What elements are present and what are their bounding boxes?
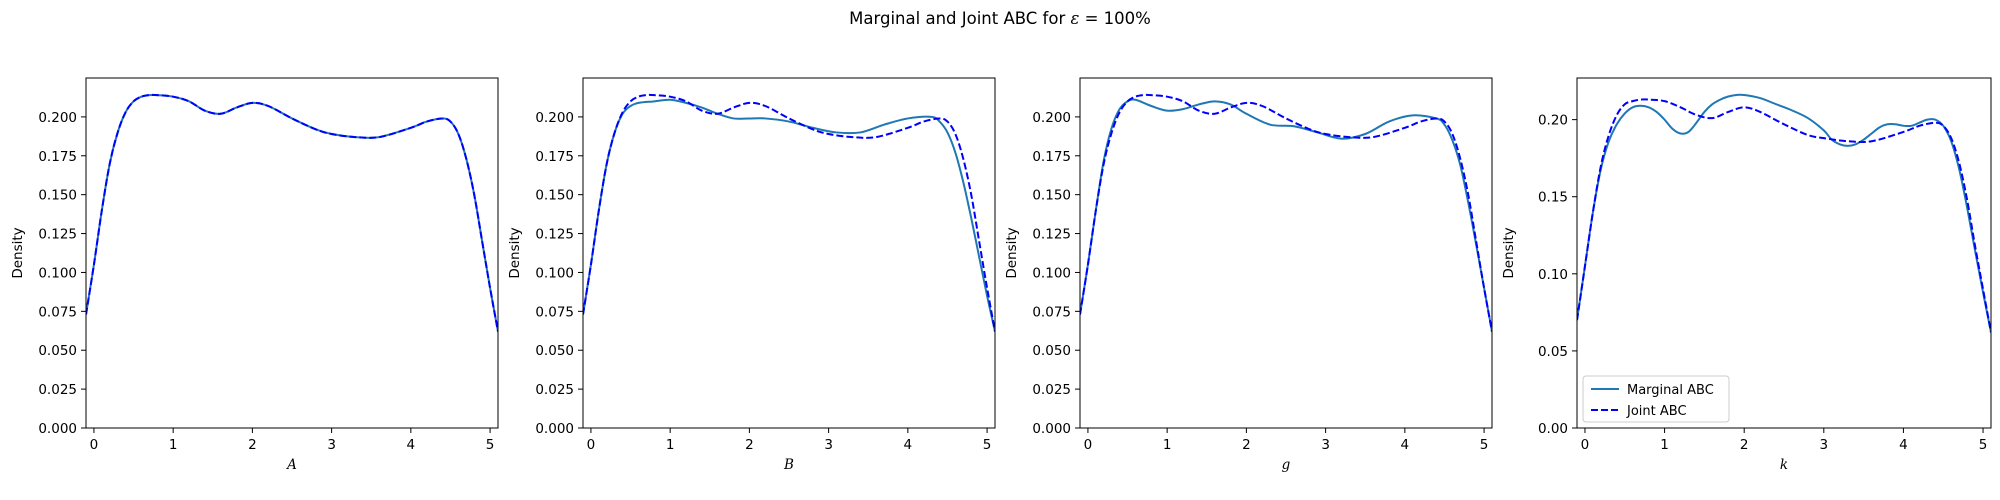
y-tick-label: 0.125	[38, 227, 77, 243]
x-axis-label: A	[285, 457, 297, 473]
series-group	[86, 93, 498, 332]
legend-label: Marginal ABC	[1627, 383, 1714, 398]
x-tick-label: 1	[1660, 437, 1669, 453]
x-tick-label: 5	[486, 437, 495, 453]
y-tick-label: 0.150	[1032, 188, 1071, 204]
joint-abc-line	[583, 93, 995, 332]
axes-frame	[582, 77, 996, 429]
y-tick-label: 0.000	[38, 421, 77, 437]
y-tick-label: 0.00	[1538, 421, 1568, 437]
x-tick-label: 5	[1979, 437, 1988, 453]
subplot-3: 0 1 2 3 4 5 0.000 0.025 0.050 0.075 0.100 0.125 0.15…	[1004, 77, 1493, 473]
x-tick-label: 0	[90, 437, 99, 453]
x-tick-label: 2	[1740, 437, 1749, 453]
subplot-1: 0 1 2 3 4 5 0.000 0.025 0.050 0.075 0.100 0.125 0.15…	[10, 77, 499, 473]
subplot-4: 0 1 2 3 4 5 0.00 0.05 0.10 0.15 0.20 k Density Margin…	[1501, 77, 1992, 473]
y-tick-label: 0.125	[1032, 227, 1071, 243]
legend-label: Joint ABC	[1626, 404, 1687, 419]
y-tick-label: 0.100	[38, 265, 77, 281]
y-tick-label: 0.10	[1538, 267, 1568, 283]
x-tick-label: 1	[1163, 437, 1172, 453]
joint-abc-line	[1577, 98, 1991, 333]
x-tick-label: 4	[1899, 437, 1908, 453]
x-axis-label: B	[783, 457, 794, 473]
y-axis-label: Density	[1004, 227, 1020, 278]
x-tick-label: 3	[824, 437, 833, 453]
subplot-2: 0 1 2 3 4 5 0.000 0.025 0.050 0.075 0.100 0.125 0.15…	[507, 77, 996, 473]
marginal-abc-line	[1080, 98, 1492, 332]
y-tick-label: 0.075	[1032, 304, 1071, 320]
y-tick-label: 0.20	[1538, 113, 1568, 129]
x-tick-label: 5	[1480, 437, 1489, 453]
figure-title-prefix: Marginal and Joint ABC for	[849, 9, 1071, 28]
y-tick-label: 0.05	[1538, 344, 1568, 360]
axes-frame	[85, 77, 499, 429]
y-tick-label: 0.200	[535, 110, 574, 126]
epsilon-symbol: ε	[1070, 9, 1080, 28]
y-tick-label: 0.175	[38, 149, 77, 165]
legend: Marginal ABC Joint ABC	[1582, 375, 1730, 423]
legend-box	[1582, 375, 1730, 423]
series-group	[583, 93, 995, 332]
y-tick-label: 0.000	[535, 421, 574, 437]
x-tick-label: 2	[248, 437, 257, 453]
x-tick-label: 4	[904, 437, 913, 453]
figure-title-suffix: = 100%	[1079, 9, 1151, 28]
joint-abc-line	[86, 93, 498, 332]
y-axis-label: Density	[10, 227, 26, 278]
x-tick-label: 5	[983, 437, 992, 453]
y-tick-label: 0.075	[535, 304, 574, 320]
marginal-abc-line	[583, 98, 995, 332]
x-tick-label: 4	[1401, 437, 1410, 453]
x-axis-label: g	[1282, 457, 1291, 473]
x-tick-label: 0	[1084, 437, 1093, 453]
marginal-abc-line	[1577, 93, 1991, 333]
y-tick-label: 0.025	[38, 382, 77, 398]
x-tick-label: 3	[1820, 437, 1829, 453]
y-tick-label: 0.100	[1032, 265, 1071, 281]
x-tick-label: 3	[1321, 437, 1330, 453]
y-axis-label: Density	[1501, 227, 1517, 278]
x-tick-label: 4	[407, 437, 416, 453]
x-tick-label: 1	[666, 437, 675, 453]
y-tick-label: 0.050	[535, 343, 574, 359]
y-tick-label: 0.15	[1538, 190, 1568, 206]
y-tick-label: 0.200	[38, 110, 77, 126]
y-tick-label: 0.100	[535, 265, 574, 281]
y-tick-label: 0.025	[535, 382, 574, 398]
x-tick-label: 1	[169, 437, 178, 453]
y-tick-label: 0.000	[1032, 421, 1071, 437]
x-tick-label: 2	[745, 437, 754, 453]
x-tick-label: 2	[1242, 437, 1251, 453]
x-tick-label: 3	[327, 437, 336, 453]
y-tick-label: 0.175	[1032, 149, 1071, 165]
y-tick-label: 0.150	[38, 188, 77, 204]
series-group	[1080, 93, 1492, 332]
y-tick-label: 0.200	[1032, 110, 1071, 126]
y-tick-label: 0.075	[38, 304, 77, 320]
y-tick-label: 0.125	[535, 227, 574, 243]
y-axis-label: Density	[507, 227, 523, 278]
y-tick-label: 0.050	[38, 343, 77, 359]
axes-frame	[1079, 77, 1493, 429]
x-tick-label: 0	[587, 437, 596, 453]
x-tick-label: 0	[1581, 437, 1590, 453]
joint-abc-line	[1080, 93, 1492, 332]
marginal-abc-line	[86, 93, 498, 332]
y-tick-label: 0.150	[535, 188, 574, 204]
y-tick-label: 0.175	[535, 149, 574, 165]
axes-frame	[1576, 77, 1992, 429]
figure-title: Marginal and Joint ABC for ε = 100%	[0, 9, 2000, 28]
x-axis-label: k	[1780, 457, 1788, 473]
y-tick-label: 0.025	[1032, 382, 1071, 398]
series-group	[1577, 93, 1991, 333]
y-tick-label: 0.050	[1032, 343, 1071, 359]
